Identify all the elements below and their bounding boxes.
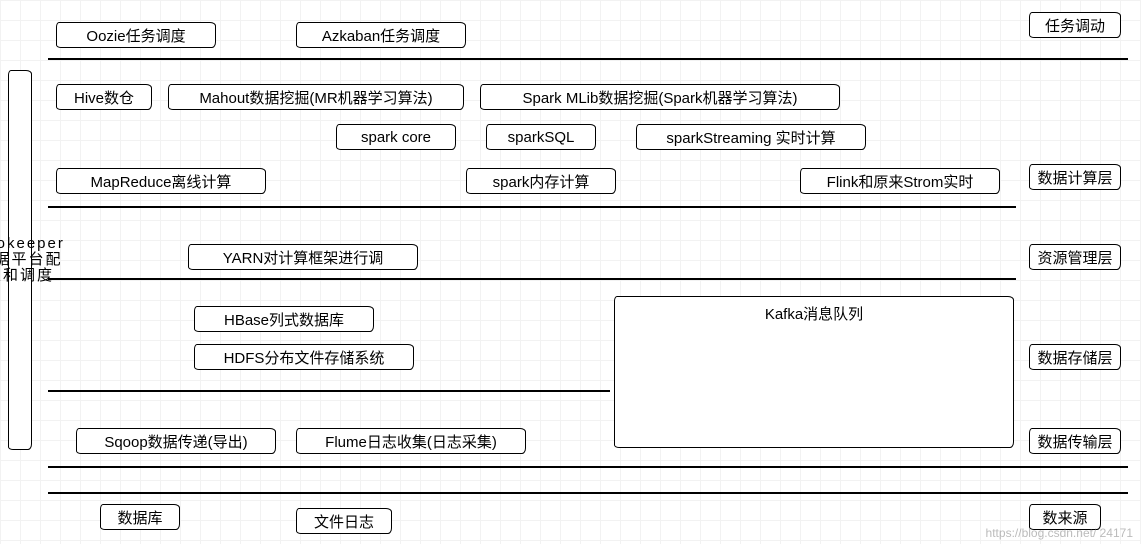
node-spark-mlib: Spark MLib数据挖掘(Spark机器学习算法)	[480, 84, 840, 110]
zookeeper-sidebar-text: Zookeeper数据平台配置和调度	[0, 236, 65, 283]
rule-5	[48, 466, 1128, 468]
node-spark-sql: sparkSQL	[486, 124, 596, 150]
layer-transport: 数据传输层	[1029, 428, 1121, 454]
node-flume: Flume日志收集(日志采集)	[296, 428, 526, 454]
node-spark-mem: spark内存计算	[466, 168, 616, 194]
node-kafka: Kafka消息队列	[614, 296, 1014, 448]
node-hdfs-text: HDFS分布文件存储系统	[224, 347, 385, 368]
zookeeper-sidebar: Zookeeper数据平台配置和调度	[8, 70, 32, 450]
node-spark-streaming: sparkStreaming 实时计算	[636, 124, 866, 150]
layer-compute-text: 数据计算层	[1037, 167, 1112, 188]
node-spark-streaming-text: sparkStreaming 实时计算	[666, 127, 835, 148]
layer-storage: 数据存储层	[1029, 344, 1121, 370]
node-oozie: Oozie任务调度	[56, 22, 216, 48]
rule-6	[48, 492, 1128, 494]
node-flink-text: Flink和原来Strom实时	[827, 171, 974, 192]
node-sqoop-text: Sqoop数据传递(导出)	[104, 431, 247, 452]
node-spark-mlib-text: Spark MLib数据挖掘(Spark机器学习算法)	[522, 87, 797, 108]
node-kafka-text: Kafka消息队列	[765, 303, 863, 324]
watermark: https://blog.csdn.net/ 24171	[986, 526, 1133, 540]
node-flume-text: Flume日志收集(日志采集)	[325, 431, 497, 452]
layer-scheduling-text: 任务调动	[1045, 15, 1105, 36]
node-yarn: YARN对计算框架进行调	[188, 244, 418, 270]
node-flink: Flink和原来Strom实时	[800, 168, 1000, 194]
node-azkaban-text: Azkaban任务调度	[322, 25, 440, 46]
node-mapreduce: MapReduce离线计算	[56, 168, 266, 194]
node-hbase: HBase列式数据库	[194, 306, 374, 332]
node-mapreduce-text: MapReduce离线计算	[91, 171, 232, 192]
layer-storage-text: 数据存储层	[1037, 347, 1112, 368]
node-oozie-text: Oozie任务调度	[86, 25, 185, 46]
node-spark-core: spark core	[336, 124, 456, 150]
layer-transport-text: 数据传输层	[1037, 431, 1112, 452]
node-hbase-text: HBase列式数据库	[224, 309, 344, 330]
node-yarn-text: YARN对计算框架进行调	[223, 247, 384, 268]
node-spark-mem-text: spark内存计算	[493, 171, 590, 192]
node-hdfs: HDFS分布文件存储系统	[194, 344, 414, 370]
layer-source-text: 数来源	[1042, 507, 1087, 528]
node-filelog: 文件日志	[296, 508, 392, 534]
node-filelog-text: 文件日志	[314, 511, 374, 532]
node-azkaban: Azkaban任务调度	[296, 22, 466, 48]
rule-3	[48, 278, 1016, 280]
rule-4	[48, 390, 610, 392]
layer-resource: 资源管理层	[1029, 244, 1121, 270]
node-mahout-text: Mahout数据挖掘(MR机器学习算法)	[199, 87, 432, 108]
layer-compute: 数据计算层	[1029, 164, 1121, 190]
layer-resource-text: 资源管理层	[1037, 247, 1112, 268]
node-spark-sql-text: sparkSQL	[508, 129, 575, 146]
node-mahout: Mahout数据挖掘(MR机器学习算法)	[168, 84, 464, 110]
rule-2	[48, 206, 1016, 208]
node-spark-core-text: spark core	[361, 129, 431, 146]
node-db: 数据库	[100, 504, 180, 530]
layer-scheduling: 任务调动	[1029, 12, 1121, 38]
node-hive-text: Hive数仓	[74, 87, 134, 108]
node-sqoop: Sqoop数据传递(导出)	[76, 428, 276, 454]
node-db-text: 数据库	[117, 507, 162, 528]
node-hive: Hive数仓	[56, 84, 152, 110]
watermark-text: https://blog.csdn.net/ 24171	[986, 526, 1133, 540]
rule-1	[48, 58, 1128, 60]
